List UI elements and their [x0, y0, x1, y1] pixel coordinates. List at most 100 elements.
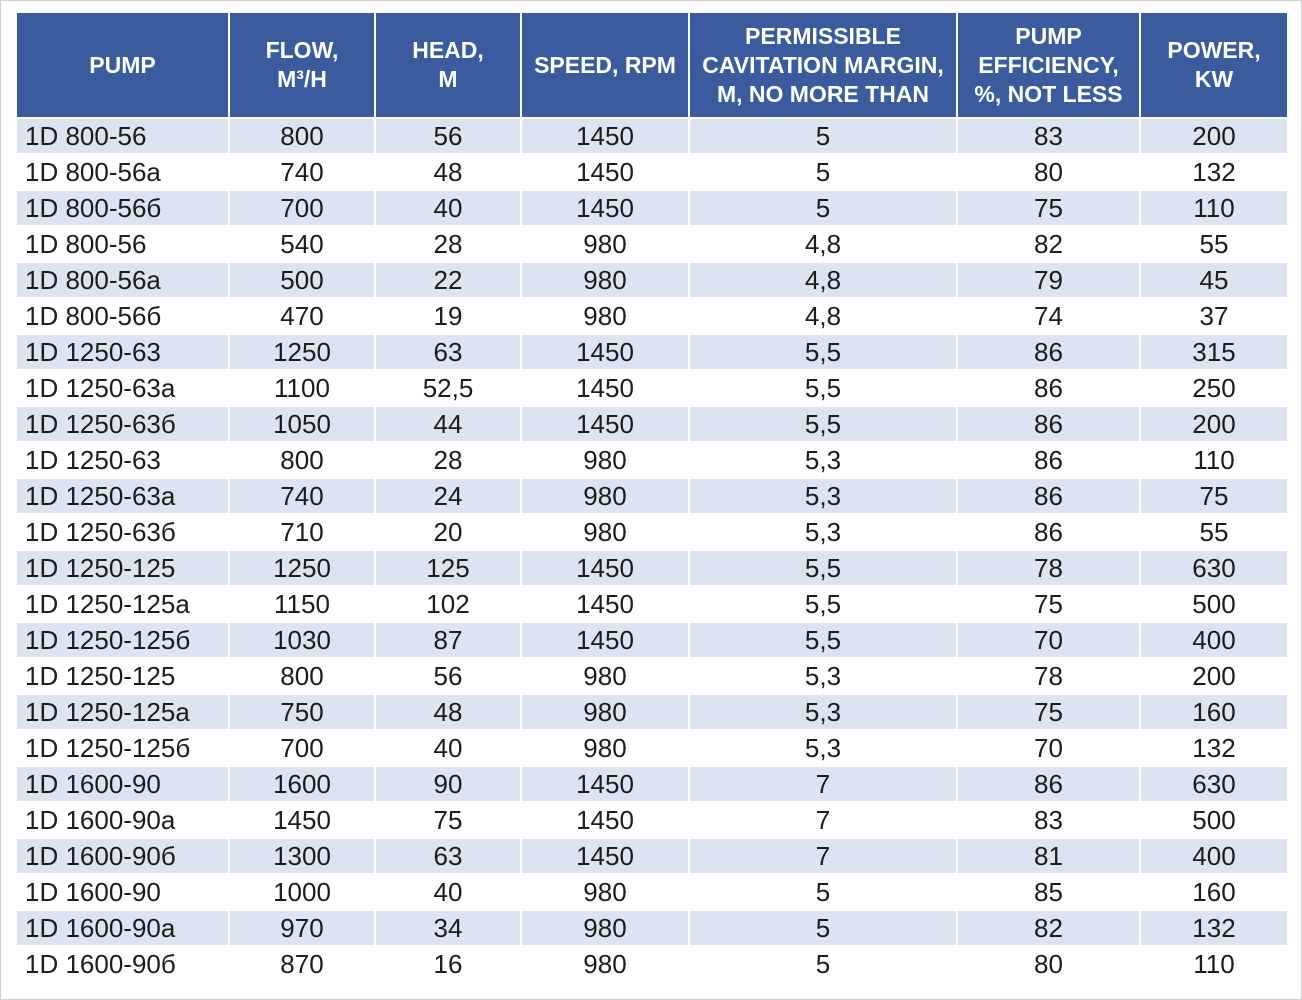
header-efficiency: PUMP EFFICIENCY, %, NOT LESS — [958, 13, 1139, 117]
cell-speed: 980 — [522, 443, 688, 477]
cell-flow: 750 — [230, 695, 374, 729]
cell-head: 40 — [376, 731, 520, 765]
cell-flow: 1150 — [230, 587, 374, 621]
cell-flow: 1250 — [230, 551, 374, 585]
header-row: PUMP FLOW, M³/H HEAD, M SPEED, RPM PERMI… — [17, 13, 1287, 117]
table-row: 1D 1250-63 800 28 980 5,3 86 110 — [17, 443, 1287, 477]
cell-power: 200 — [1141, 407, 1287, 441]
table-row: 1D 1250-125a 1150 102 1450 5,5 75 500 — [17, 587, 1287, 621]
cell-speed: 1450 — [522, 155, 688, 189]
cell-cavitation-margin: 5,3 — [690, 695, 956, 729]
cell-power: 160 — [1141, 875, 1287, 909]
table-row: 1D 1250-125 1250 125 1450 5,5 78 630 — [17, 551, 1287, 585]
cell-flow: 740 — [230, 155, 374, 189]
cell-power: 160 — [1141, 695, 1287, 729]
cell-cavitation-margin: 7 — [690, 767, 956, 801]
cell-head: 16 — [376, 947, 520, 981]
table-header: PUMP FLOW, M³/H HEAD, M SPEED, RPM PERMI… — [17, 13, 1287, 117]
cell-pump: 1D 1600-90б — [17, 839, 228, 873]
cell-efficiency: 86 — [958, 407, 1139, 441]
cell-speed: 1450 — [522, 371, 688, 405]
cell-pump: 1D 1250-63 — [17, 443, 228, 477]
cell-efficiency: 86 — [958, 371, 1139, 405]
cell-cavitation-margin: 5,5 — [690, 623, 956, 657]
cell-efficiency: 74 — [958, 299, 1139, 333]
cell-cavitation-margin: 5 — [690, 947, 956, 981]
cell-power: 132 — [1141, 911, 1287, 945]
cell-head: 19 — [376, 299, 520, 333]
cell-speed: 1450 — [522, 839, 688, 873]
cell-flow: 740 — [230, 479, 374, 513]
cell-speed: 1450 — [522, 335, 688, 369]
cell-speed: 1450 — [522, 623, 688, 657]
cell-flow: 700 — [230, 731, 374, 765]
cell-pump: 1D 800-56a — [17, 155, 228, 189]
cell-power: 55 — [1141, 227, 1287, 261]
cell-power: 75 — [1141, 479, 1287, 513]
cell-speed: 980 — [522, 659, 688, 693]
cell-pump: 1D 1250-125a — [17, 695, 228, 729]
cell-power: 55 — [1141, 515, 1287, 549]
cell-flow: 1300 — [230, 839, 374, 873]
cell-flow: 470 — [230, 299, 374, 333]
cell-head: 40 — [376, 875, 520, 909]
cell-flow: 870 — [230, 947, 374, 981]
cell-head: 125 — [376, 551, 520, 585]
cell-flow: 710 — [230, 515, 374, 549]
cell-power: 132 — [1141, 155, 1287, 189]
cell-speed: 1450 — [522, 587, 688, 621]
cell-head: 22 — [376, 263, 520, 297]
cell-efficiency: 70 — [958, 623, 1139, 657]
cell-flow: 800 — [230, 659, 374, 693]
cell-cavitation-margin: 5,5 — [690, 335, 956, 369]
cell-efficiency: 83 — [958, 803, 1139, 837]
cell-speed: 980 — [522, 875, 688, 909]
cell-speed: 980 — [522, 515, 688, 549]
cell-head: 63 — [376, 839, 520, 873]
cell-head: 56 — [376, 659, 520, 693]
cell-flow: 540 — [230, 227, 374, 261]
cell-speed: 980 — [522, 695, 688, 729]
table-row: 1D 800-56 540 28 980 4,8 82 55 — [17, 227, 1287, 261]
cell-flow: 1600 — [230, 767, 374, 801]
cell-efficiency: 86 — [958, 335, 1139, 369]
table-row: 1D 800-56б 700 40 1450 5 75 110 — [17, 191, 1287, 225]
cell-flow: 800 — [230, 443, 374, 477]
cell-power: 110 — [1141, 191, 1287, 225]
cell-pump: 1D 800-56a — [17, 263, 228, 297]
cell-speed: 980 — [522, 299, 688, 333]
cell-cavitation-margin: 5,3 — [690, 479, 956, 513]
cell-power: 37 — [1141, 299, 1287, 333]
cell-speed: 1450 — [522, 803, 688, 837]
cell-cavitation-margin: 7 — [690, 839, 956, 873]
cell-pump: 1D 1600-90 — [17, 875, 228, 909]
cell-pump: 1D 1600-90б — [17, 947, 228, 981]
cell-power: 400 — [1141, 623, 1287, 657]
table-row: 1D 1600-90 1600 90 1450 7 86 630 — [17, 767, 1287, 801]
cell-head: 63 — [376, 335, 520, 369]
cell-power: 500 — [1141, 803, 1287, 837]
cell-power: 630 — [1141, 767, 1287, 801]
cell-flow: 1000 — [230, 875, 374, 909]
table-row: 1D 1250-63б 710 20 980 5,3 86 55 — [17, 515, 1287, 549]
cell-head: 52,5 — [376, 371, 520, 405]
cell-pump: 1D 800-56 — [17, 119, 228, 153]
table-row: 1D 800-56 800 56 1450 5 83 200 — [17, 119, 1287, 153]
cell-head: 87 — [376, 623, 520, 657]
cell-head: 20 — [376, 515, 520, 549]
cell-cavitation-margin: 5,3 — [690, 731, 956, 765]
cell-power: 630 — [1141, 551, 1287, 585]
cell-pump: 1D 1250-125a — [17, 587, 228, 621]
cell-efficiency: 78 — [958, 551, 1139, 585]
table-row: 1D 1600-90б 870 16 980 5 80 110 — [17, 947, 1287, 981]
cell-head: 24 — [376, 479, 520, 513]
table-row: 1D 1250-63a 740 24 980 5,3 86 75 — [17, 479, 1287, 513]
cell-cavitation-margin: 5,3 — [690, 443, 956, 477]
cell-efficiency: 83 — [958, 119, 1139, 153]
cell-efficiency: 82 — [958, 911, 1139, 945]
cell-cavitation-margin: 5 — [690, 911, 956, 945]
cell-efficiency: 86 — [958, 443, 1139, 477]
cell-pump: 1D 800-56б — [17, 191, 228, 225]
cell-flow: 1450 — [230, 803, 374, 837]
